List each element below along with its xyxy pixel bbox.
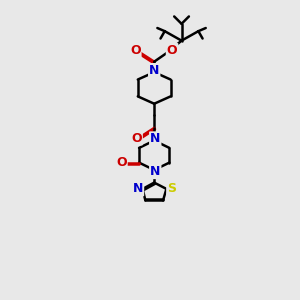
Text: N: N: [150, 165, 160, 178]
Text: O: O: [130, 44, 141, 57]
Text: O: O: [116, 156, 127, 169]
Text: N: N: [150, 132, 160, 146]
Text: N: N: [133, 182, 143, 195]
Text: S: S: [167, 182, 176, 195]
Text: N: N: [149, 64, 159, 77]
Text: O: O: [131, 131, 142, 145]
Text: O: O: [167, 44, 177, 57]
